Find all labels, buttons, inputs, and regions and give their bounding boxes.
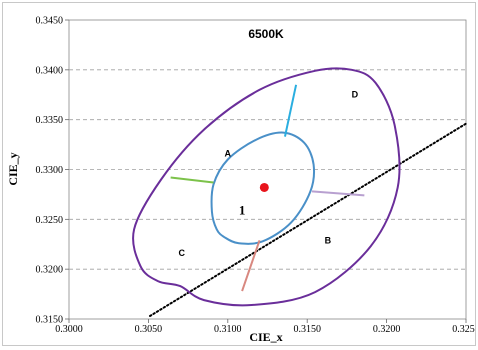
x-tick-label: 0.3000 (55, 324, 83, 335)
segment-c (241, 239, 261, 292)
y-tick-label: 0.3150 (36, 315, 64, 326)
region-label-b: B (325, 235, 332, 245)
outer-ellipse (132, 67, 401, 307)
segment-a (170, 176, 214, 184)
y-tick-label: 0.3350 (36, 115, 64, 126)
segment-b (311, 190, 365, 197)
x-tick-label: 0.3100 (214, 324, 242, 335)
chromaticity-chart: 0.3000 0.3050 0.3100 0.3150 0.3200 0.3250 0.3… (6, 16, 475, 345)
chart-title: 6500K (248, 27, 284, 41)
x-tick-label: 0.3150 (293, 324, 321, 335)
trend-line (148, 122, 467, 318)
region-label-c: C (178, 248, 185, 258)
trend-line-group (148, 122, 467, 318)
segment-d (283, 84, 298, 137)
y-tick-labels: 0.3150 0.3200 0.3250 0.3300 0.3350 0.3400 0.34… (36, 16, 64, 326)
region-label-group: A B C D 1 (178, 90, 358, 258)
chart-frame: 0.3000 0.3050 0.3100 0.3150 0.3200 0.3250 0.3… (2, 2, 476, 346)
segment-group (170, 84, 365, 292)
inner-ellipse (210, 131, 316, 245)
y-tick-label: 0.3250 (36, 215, 64, 226)
x-tick-label: 0.3200 (373, 324, 401, 335)
x-tick-label: 0.3050 (135, 324, 163, 335)
region-label-a: A (225, 149, 232, 159)
center-label: 1 (239, 202, 246, 217)
center-point (259, 182, 269, 192)
x-tick-label: 0.3250 (452, 324, 475, 335)
region-label-d: D (352, 90, 359, 100)
y-tick-label: 0.3450 (36, 16, 64, 27)
x-tick-labels: 0.3000 0.3050 0.3100 0.3150 0.3200 0.3250 (55, 324, 475, 335)
x-axis-title: CIE_x (249, 330, 282, 344)
y-tick-label: 0.3300 (36, 165, 64, 176)
y-tick-label: 0.3200 (36, 265, 64, 276)
y-axis-title: CIE_y (6, 152, 20, 185)
y-tick-label: 0.3400 (36, 65, 64, 76)
ellipse-group (132, 67, 401, 307)
